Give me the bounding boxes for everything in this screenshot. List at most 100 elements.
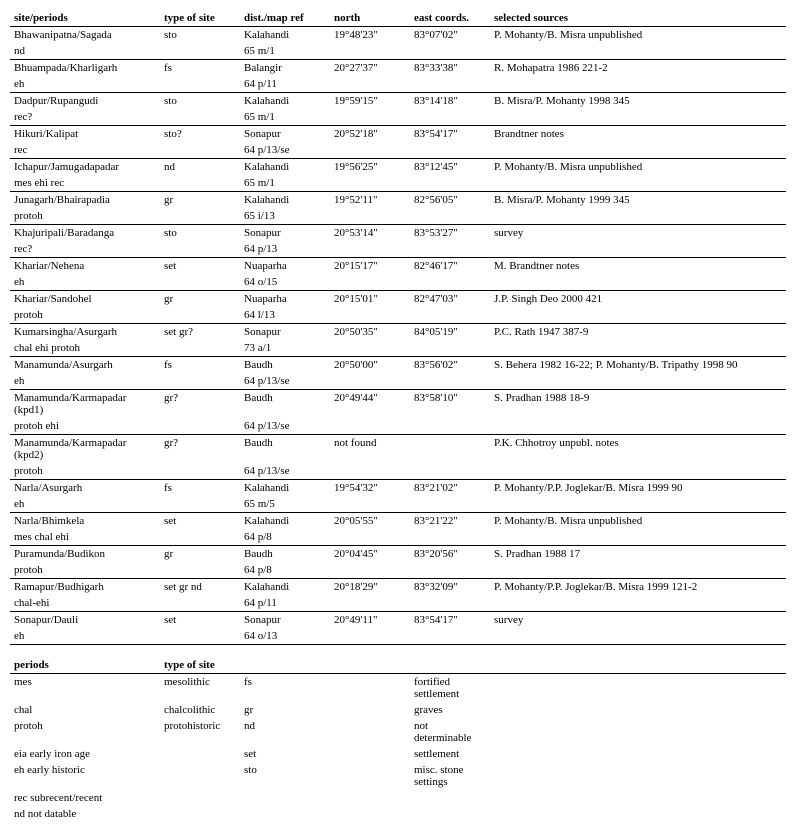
table-cell: 83°21'22" <box>410 513 490 530</box>
table-cell: B. Misra/P. Mohanty 1998 345 <box>490 93 786 110</box>
table-cell: 65 m/1 <box>240 109 330 126</box>
table-cell: 20°04'45" <box>330 546 410 563</box>
table-cell: Sonapur/Dauli <box>10 612 160 629</box>
table-cell: S. Behera 1982 16-22; P. Mohanty/B. Trip… <box>490 357 786 374</box>
table-cell <box>330 702 410 718</box>
table-cell: protoh ehi <box>10 418 160 435</box>
table-cell <box>410 435 490 464</box>
table-cell <box>490 496 786 513</box>
table-cell <box>490 674 786 703</box>
table-cell: not found <box>330 435 410 464</box>
table-row: Narla/BhimkelasetKalahandi20°05'55"83°21… <box>10 513 786 530</box>
table-row: eh64 p/13/se <box>10 373 786 390</box>
table-cell <box>410 241 490 258</box>
table-cell <box>490 595 786 612</box>
table-row: Kumarsingha/Asurgarhset gr?Sonapur20°50'… <box>10 324 786 341</box>
table-cell: 64 p/8 <box>240 562 330 579</box>
table-cell <box>410 806 490 822</box>
table-cell <box>490 463 786 480</box>
table-cell: Nuaparha <box>240 291 330 308</box>
header-row: site/periods type of site dist./map ref … <box>10 10 786 27</box>
table-cell: Kalahandi <box>240 579 330 596</box>
table-cell <box>160 373 240 390</box>
table-cell <box>490 274 786 291</box>
table-cell: 65 i/13 <box>240 208 330 225</box>
table-cell <box>410 76 490 93</box>
table-cell <box>490 806 786 822</box>
legend-header-row: periods type of site <box>10 657 786 674</box>
table-cell <box>490 562 786 579</box>
table-row: rec64 p/13/se <box>10 142 786 159</box>
table-cell <box>410 562 490 579</box>
table-cell: 19°52'11" <box>330 192 410 209</box>
table-cell <box>160 463 240 480</box>
table-cell <box>330 109 410 126</box>
table-row: Bhuampada/KharligarhfsBalangir20°27'37"8… <box>10 60 786 77</box>
table-row: protoh64 p/13/se <box>10 463 786 480</box>
table-cell: nd not datable <box>10 806 160 822</box>
table-cell: 83°33'38" <box>410 60 490 77</box>
table-cell: Sonapur <box>240 225 330 242</box>
table-cell: 64 p/13 <box>240 241 330 258</box>
table-cell: mesolithic <box>160 674 240 703</box>
table-cell <box>330 340 410 357</box>
table-cell: 20°50'35" <box>330 324 410 341</box>
table-cell: eh <box>10 76 160 93</box>
table-row: protoh64 l/13 <box>10 307 786 324</box>
table-cell: 83°32'09" <box>410 579 490 596</box>
table-cell <box>330 718 410 746</box>
table-row: Narla/AsurgarhfsKalahandi19°54'32"83°21'… <box>10 480 786 497</box>
table-cell: 20°52'18" <box>330 126 410 143</box>
table-cell: eh early historic <box>10 762 160 790</box>
table-cell <box>160 340 240 357</box>
table-cell <box>330 562 410 579</box>
table-cell <box>410 463 490 480</box>
table-cell: Baudh <box>240 435 330 464</box>
table-cell <box>490 109 786 126</box>
table-cell: sto <box>160 27 240 44</box>
table-cell <box>160 762 240 790</box>
table-cell <box>490 43 786 60</box>
table-cell: Kalahandi <box>240 192 330 209</box>
table-row: eia early iron agesetsettlement <box>10 746 786 762</box>
table-cell <box>160 496 240 513</box>
table-cell <box>490 418 786 435</box>
table-row: Bhawanipatna/SagadastoKalahandi19°48'23"… <box>10 27 786 44</box>
table-cell <box>490 762 786 790</box>
table-cell <box>490 529 786 546</box>
table-cell: sto <box>160 225 240 242</box>
table-row: rec subrecent/recent <box>10 790 786 806</box>
table-row: Puramunda/BudikongrBaudh20°04'45"83°20'5… <box>10 546 786 563</box>
table-cell <box>490 142 786 159</box>
table-cell: P. Mohanty/P.P. Joglekar/B. Misra 1999 1… <box>490 579 786 596</box>
table-cell <box>490 718 786 746</box>
table-row: chalchalcolithicgrgraves <box>10 702 786 718</box>
table-cell: sto <box>240 762 330 790</box>
table-cell: Dadpur/Rupangudi <box>10 93 160 110</box>
table-cell <box>410 208 490 225</box>
table-cell: gr <box>160 546 240 563</box>
table-row: nd65 m/1 <box>10 43 786 60</box>
table-row: Sonapur/DaulisetSonapur20°49'11"83°54'17… <box>10 612 786 629</box>
table-cell: protoh <box>10 562 160 579</box>
table-cell <box>160 274 240 291</box>
table-cell: set <box>240 746 330 762</box>
table-cell <box>160 595 240 612</box>
table-cell <box>330 595 410 612</box>
table-cell <box>330 628 410 645</box>
table-row: eh65 m/5 <box>10 496 786 513</box>
table-cell: Kalahandi <box>240 159 330 176</box>
table-cell: 83°53'27" <box>410 225 490 242</box>
header-north: north <box>330 10 410 27</box>
table-cell <box>330 142 410 159</box>
table-cell: 64 o/13 <box>240 628 330 645</box>
table-cell <box>410 529 490 546</box>
table-cell: sto <box>160 93 240 110</box>
table-cell: nd <box>240 718 330 746</box>
table-cell: 20°49'11" <box>330 612 410 629</box>
table-cell: R. Mohapatra 1986 221-2 <box>490 60 786 77</box>
data-table: site/periods type of site dist./map ref … <box>10 10 786 822</box>
table-cell <box>330 241 410 258</box>
table-cell: eh <box>10 373 160 390</box>
table-cell <box>410 274 490 291</box>
